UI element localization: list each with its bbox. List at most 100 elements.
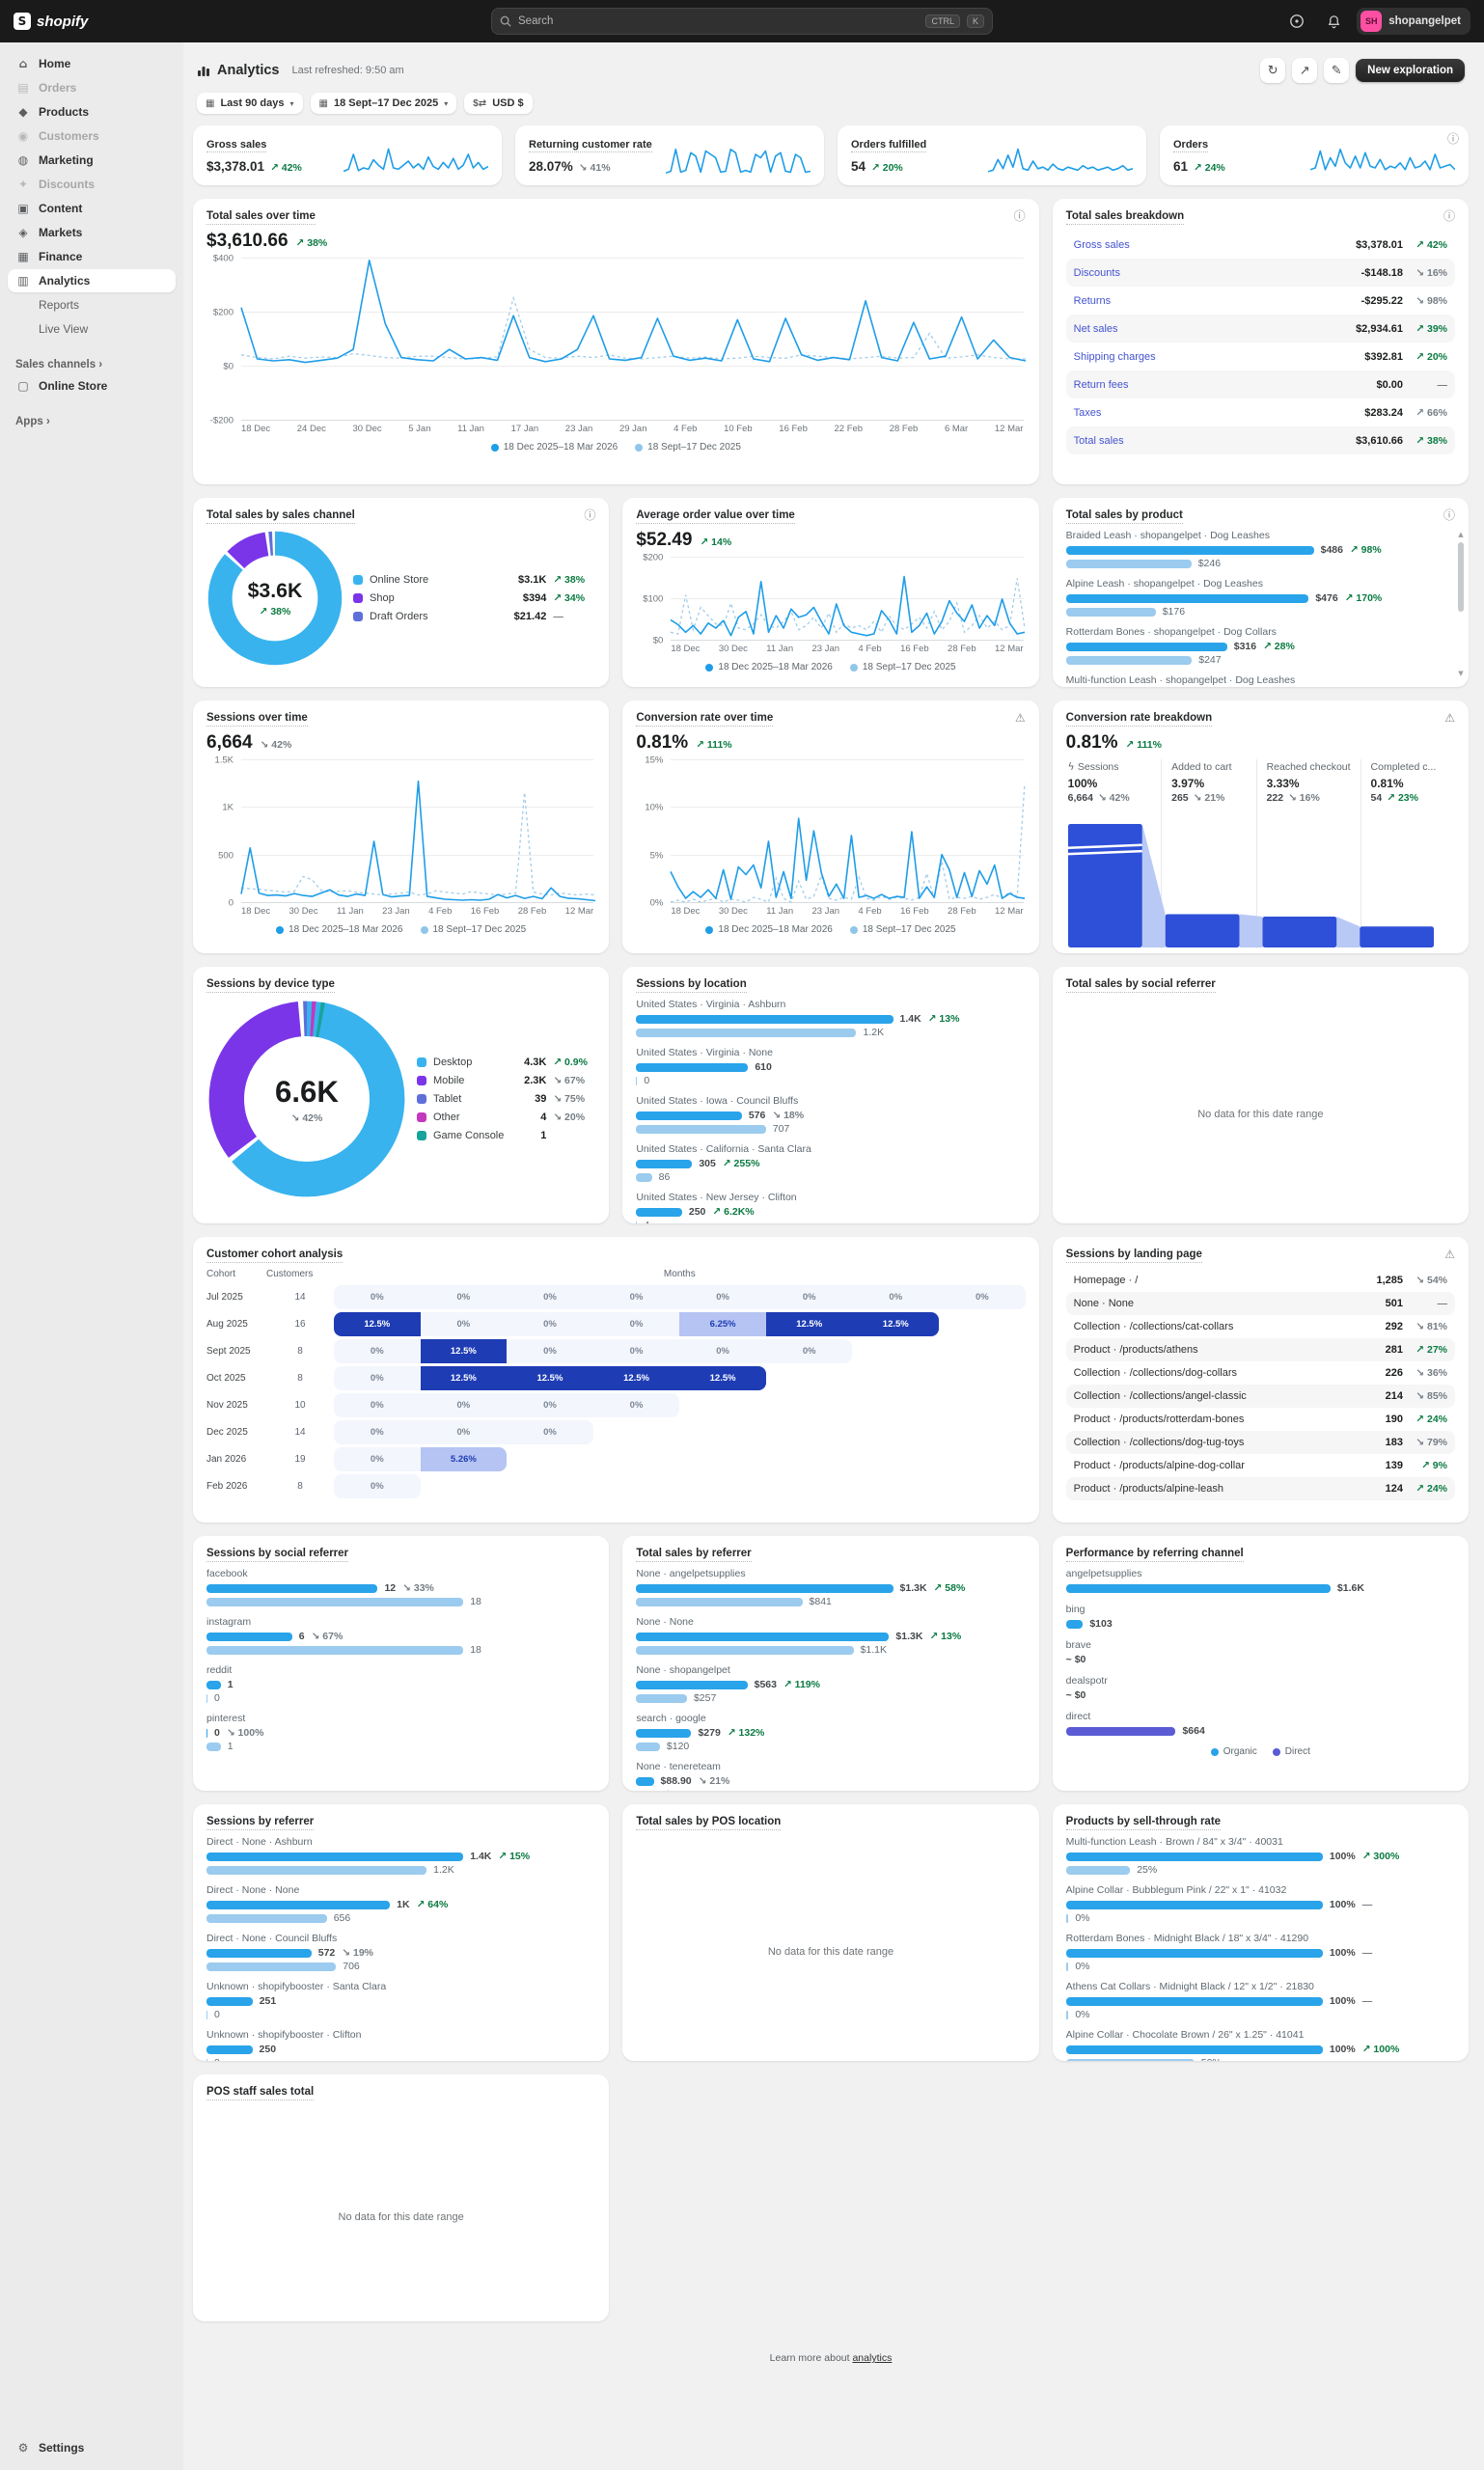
- cohort-cell[interactable]: 0%: [507, 1420, 593, 1444]
- card-title[interactable]: Total sales over time: [206, 210, 316, 225]
- cohort-cell[interactable]: 0%: [420, 1285, 508, 1309]
- legend-item[interactable]: Other 4 ↘ 20%: [417, 1112, 595, 1123]
- bar-item[interactable]: None · angelpetsupplies $1.3K ↗ 58% $841: [636, 1568, 966, 1607]
- info-icon[interactable]: ⓘ: [1446, 132, 1459, 146]
- legend-item[interactable]: Desktop 4.3K ↗ 0.9%: [417, 1057, 595, 1068]
- table-row[interactable]: Returns -$295.22 ↘ 98%: [1073, 294, 1447, 307]
- cohort-cell[interactable]: 0%: [334, 1339, 421, 1363]
- bar-item[interactable]: Alpine Leash · shopangelpet · Dog Leashe…: [1065, 578, 1383, 618]
- bar-item[interactable]: Alpine Collar · Chocolate Brown / 26" x …: [1065, 2029, 1455, 2061]
- cohort-cell[interactable]: 12.5%: [420, 1366, 508, 1390]
- legend-item[interactable]: Game Console 1: [417, 1130, 595, 1141]
- funnel-step[interactable]: Completed c... 0.81% 54 ↗ 23%: [1360, 759, 1455, 948]
- cohort-cell[interactable]: 0%: [507, 1393, 593, 1417]
- bar-item[interactable]: reddit 1 0: [206, 1664, 234, 1704]
- bar-item[interactable]: Multi-function Leash · shopangelpet · Do…: [1065, 674, 1296, 686]
- bar-item[interactable]: instagram 6 ↘ 67% 18: [206, 1616, 481, 1656]
- cohort-cell[interactable]: 0%: [334, 1393, 421, 1417]
- legend-item[interactable]: Shop $394 ↗ 34%: [353, 592, 595, 604]
- card-title[interactable]: Customer cohort analysis: [206, 1249, 344, 1263]
- cohort-cell[interactable]: 6.25%: [679, 1312, 766, 1336]
- table-row[interactable]: Total sales $3,610.66 ↗ 38%: [1065, 426, 1455, 454]
- cohort-cell[interactable]: 0%: [765, 1339, 853, 1363]
- card-title[interactable]: POS staff sales total: [206, 2086, 315, 2100]
- cohort-cell[interactable]: 12.5%: [592, 1366, 680, 1390]
- table-row[interactable]: Shipping charges $392.81 ↗ 20%: [1073, 350, 1447, 363]
- card-title[interactable]: Performance by referring channel: [1065, 1548, 1244, 1562]
- new-exploration-button[interactable]: New exploration: [1356, 59, 1465, 82]
- legend-item[interactable]: Draft Orders $21.42—: [353, 611, 595, 622]
- bar-item[interactable]: None · None $1.3K ↗ 13% $1.1K: [636, 1616, 962, 1656]
- table-row[interactable]: None · None 501—: [1065, 1292, 1455, 1315]
- cohort-cell[interactable]: 0%: [334, 1420, 421, 1444]
- card-title[interactable]: Total sales by POS location: [636, 1816, 782, 1830]
- sidebar-item-settings[interactable]: ⚙ Settings: [8, 2436, 176, 2459]
- expand-button[interactable]: ↗: [1292, 58, 1318, 83]
- table-row[interactable]: Return fees $0.00—: [1065, 370, 1455, 398]
- warning-icon[interactable]: ⚠: [1444, 1248, 1455, 1261]
- info-icon[interactable]: ⓘ: [1443, 209, 1455, 223]
- card-title[interactable]: Total sales by sales channel: [206, 509, 355, 524]
- table-row[interactable]: Product · /products/alpine-dog-collar 139…: [1073, 1460, 1447, 1471]
- alerts-icon[interactable]: [1283, 8, 1310, 35]
- card-title[interactable]: Sessions over time: [206, 712, 308, 727]
- table-row[interactable]: Collection · /collections/dog-collars 226…: [1073, 1367, 1447, 1379]
- cohort-cell[interactable]: 12.5%: [765, 1312, 853, 1336]
- notifications-bell-icon[interactable]: [1320, 8, 1347, 35]
- table-row[interactable]: Collection · /collections/angel-classic 2…: [1065, 1385, 1455, 1408]
- bar-item[interactable]: pinterest 0 ↘ 100% 1: [206, 1713, 264, 1752]
- table-row[interactable]: Product · /products/rotterdam-bones 190 ↗ …: [1073, 1413, 1447, 1425]
- bar-item[interactable]: Unknown · shopifybooster · Santa Clara 25…: [206, 1981, 387, 2020]
- funnel-step[interactable]: Added to cart 3.97% 265 ↘ 21%: [1161, 759, 1255, 948]
- table-row[interactable]: Collection · /collections/cat-collars 292…: [1073, 1321, 1447, 1332]
- sales-channels-section[interactable]: Sales channels ›: [15, 359, 103, 370]
- cohort-cell[interactable]: 0%: [765, 1285, 853, 1309]
- legend-item[interactable]: Tablet 39 ↘ 75%: [417, 1093, 595, 1105]
- date-range-filter[interactable]: ▦ Last 90 days ▾: [197, 93, 303, 114]
- sidebar-item-online-store[interactable]: ▢ Online Store: [8, 374, 176, 398]
- cohort-cell[interactable]: 0%: [679, 1339, 766, 1363]
- bar-item[interactable]: Direct · None · None 1K ↗ 64% 656: [206, 1884, 449, 1924]
- cohort-cell[interactable]: 0%: [592, 1339, 680, 1363]
- info-icon[interactable]: ⓘ: [584, 508, 596, 522]
- sidebar-item-markets[interactable]: ◈ Markets: [8, 221, 176, 244]
- bar-item[interactable]: None · tenereteam$88.90↘ 21%$112: [636, 1761, 1025, 1791]
- cohort-cell[interactable]: 0%: [420, 1420, 508, 1444]
- table-row[interactable]: Discounts -$148.18 ↘ 16%: [1065, 259, 1455, 287]
- bar-item[interactable]: facebook 12 ↘ 33% 18: [206, 1568, 481, 1607]
- info-icon[interactable]: ⓘ: [1013, 209, 1026, 223]
- bar-item[interactable]: Athens Cat Collars · Midnight Black / 12…: [1065, 1981, 1373, 2020]
- card-title[interactable]: Total sales by product: [1065, 509, 1183, 524]
- table-row[interactable]: Taxes $283.24 ↗ 66%: [1073, 406, 1447, 419]
- analytics-link[interactable]: analytics: [852, 2352, 893, 2364]
- cohort-cell[interactable]: 0%: [939, 1285, 1026, 1309]
- bar-item[interactable]: United States · Virginia · None 610 0: [636, 1047, 773, 1086]
- bar-item[interactable]: Direct · None · Council Bluffs 572 ↘ 19% 70…: [206, 1933, 374, 1972]
- bar-item[interactable]: Alpine Collar · Bubblegum Pink / 22" x 1…: [1065, 1884, 1373, 1924]
- apps-section[interactable]: Apps ›: [15, 416, 50, 427]
- bar-item[interactable]: bing $103: [1065, 1604, 1113, 1630]
- sidebar-item-analytics[interactable]: ▥ Analytics: [8, 269, 176, 292]
- cohort-cell[interactable]: 5.26%: [420, 1447, 508, 1471]
- card-title[interactable]: Sessions by location: [636, 978, 747, 993]
- legend-item[interactable]: Online Store $3.1K ↗ 38%: [353, 574, 595, 586]
- sidebar-item-customers[interactable]: ◉ Customers: [8, 124, 176, 148]
- bar-item[interactable]: Rotterdam Bones · shopangelpet · Dog Col…: [1065, 626, 1295, 666]
- cohort-cell[interactable]: 12.5%: [852, 1312, 940, 1336]
- info-icon[interactable]: ⓘ: [1443, 508, 1455, 522]
- sidebar-item-live-view[interactable]: Live View: [39, 322, 89, 336]
- bar-item[interactable]: dealspotr ~ $0: [1065, 1675, 1108, 1701]
- sidebar-item-finance[interactable]: ▦ Finance: [8, 245, 176, 268]
- scrollbar[interactable]: ▲ ▼: [1458, 531, 1464, 677]
- cohort-cell[interactable]: 0%: [334, 1285, 421, 1309]
- cohort-cell[interactable]: 0%: [592, 1285, 680, 1309]
- bar-item[interactable]: United States · Iowa · Council Bluffs 576…: [636, 1095, 805, 1135]
- bar-item[interactable]: direct $664: [1065, 1711, 1205, 1737]
- currency-filter[interactable]: $⇄ USD $: [464, 93, 533, 114]
- bar-item[interactable]: United States · New Jersey · Clifton 250 ↗…: [636, 1192, 1025, 1223]
- sidebar-item-content[interactable]: ▣ Content: [8, 197, 176, 220]
- bar-item[interactable]: Rotterdam Bones · Midnight Black / 18" x…: [1065, 1933, 1373, 1972]
- cohort-cell[interactable]: 0%: [420, 1393, 508, 1417]
- bar-item[interactable]: None · shopangelpet $563 ↗ 119% $257: [636, 1664, 820, 1704]
- store-profile-menu[interactable]: SH shopangelpet: [1357, 8, 1470, 35]
